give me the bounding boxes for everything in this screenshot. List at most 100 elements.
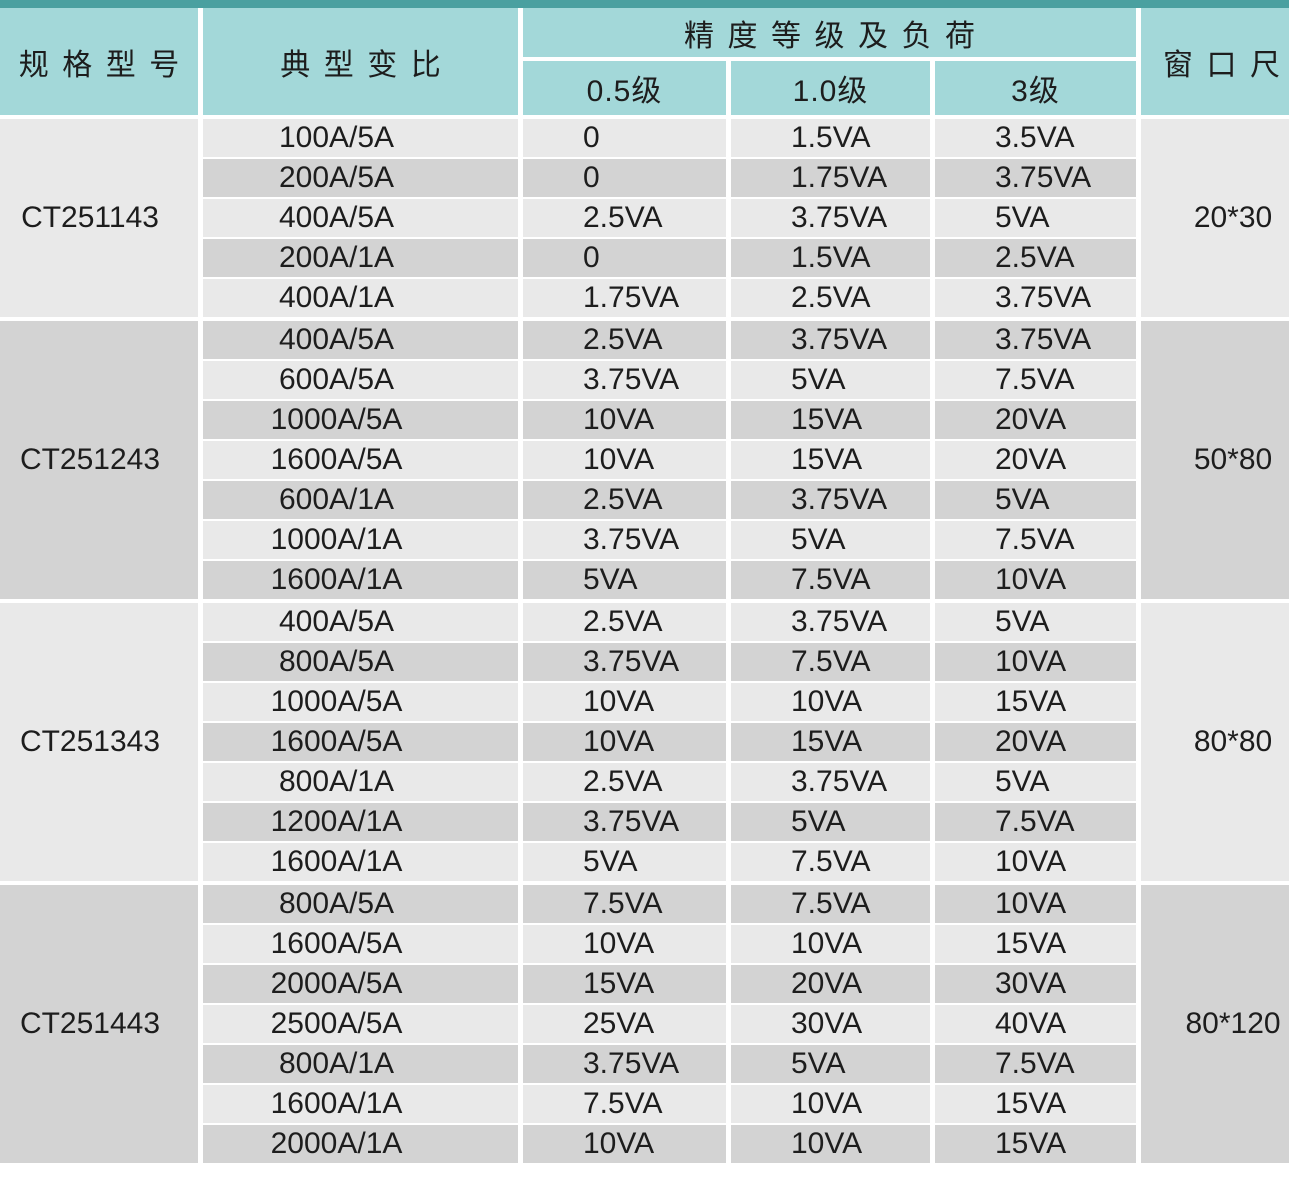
va-cell: 0 xyxy=(518,115,726,157)
window-cell: 20*30 xyxy=(1136,115,1289,317)
va-cell: 2.5VA xyxy=(518,479,726,519)
va-cell: 10VA xyxy=(930,881,1137,923)
va-cell: 5VA xyxy=(518,559,726,599)
va-cell: 15VA xyxy=(930,681,1137,721)
ratio-cell: 1600A/1A xyxy=(198,559,518,599)
ratio-cell: 400A/1A xyxy=(198,277,518,317)
va-cell: 15VA xyxy=(930,923,1137,963)
va-cell: 7.5VA xyxy=(726,881,930,923)
ratio-cell: 1000A/5A xyxy=(198,681,518,721)
va-cell: 20VA xyxy=(930,439,1137,479)
va-cell: 20VA xyxy=(726,963,930,1003)
va-cell: 7.5VA xyxy=(930,1043,1137,1083)
va-cell: 10VA xyxy=(518,923,726,963)
va-cell: 20VA xyxy=(930,399,1137,439)
ratio-cell: 1200A/1A xyxy=(198,801,518,841)
va-cell: 7.5VA xyxy=(930,801,1137,841)
va-cell: 5VA xyxy=(726,1043,930,1083)
va-cell: 3.5VA xyxy=(930,115,1137,157)
va-cell: 5VA xyxy=(930,599,1137,641)
va-cell: 3.75VA xyxy=(726,599,930,641)
window-cell: 80*120 xyxy=(1136,881,1289,1163)
va-cell: 30VA xyxy=(930,963,1137,1003)
top-accent-bar xyxy=(0,0,1289,8)
va-cell: 7.5VA xyxy=(726,841,930,881)
va-cell: 1.75VA xyxy=(726,157,930,197)
va-cell: 5VA xyxy=(726,519,930,559)
ratio-cell: 200A/1A xyxy=(198,237,518,277)
va-cell: 10VA xyxy=(930,641,1137,681)
va-cell: 3.75VA xyxy=(518,1043,726,1083)
va-cell: 15VA xyxy=(930,1083,1137,1123)
va-cell: 7.5VA xyxy=(726,559,930,599)
va-cell: 3.75VA xyxy=(518,801,726,841)
va-cell: 3.75VA xyxy=(930,317,1137,359)
va-cell: 7.5VA xyxy=(930,359,1137,399)
ratio-cell: 2500A/5A xyxy=(198,1003,518,1043)
ratio-cell: 800A/1A xyxy=(198,761,518,801)
va-cell: 5VA xyxy=(930,479,1137,519)
ct-spec-table: 规格型号 典型变比 精度等级及负荷 窗口尺 0.5级 1.0级 3级 CT251… xyxy=(0,8,1289,1163)
va-cell: 10VA xyxy=(726,681,930,721)
ratio-cell: 800A/5A xyxy=(198,881,518,923)
va-cell: 10VA xyxy=(930,559,1137,599)
va-cell: 15VA xyxy=(726,439,930,479)
va-cell: 2.5VA xyxy=(518,761,726,801)
va-cell: 10VA xyxy=(726,923,930,963)
va-cell: 15VA xyxy=(930,1123,1137,1163)
va-cell: 2.5VA xyxy=(518,599,726,641)
ratio-cell: 1000A/5A xyxy=(198,399,518,439)
va-cell: 0 xyxy=(518,157,726,197)
ratio-cell: 2000A/5A xyxy=(198,963,518,1003)
va-cell: 3.75VA xyxy=(726,761,930,801)
va-cell: 0 xyxy=(518,237,726,277)
model-cell: CT251443 xyxy=(0,881,198,1163)
header-accuracy-burden: 精度等级及负荷 xyxy=(518,8,1137,57)
ratio-cell: 1600A/5A xyxy=(198,923,518,963)
va-cell: 10VA xyxy=(518,1123,726,1163)
ratio-cell: 1600A/1A xyxy=(198,841,518,881)
va-cell: 30VA xyxy=(726,1003,930,1043)
va-cell: 20VA xyxy=(930,721,1137,761)
header-class-3: 3级 xyxy=(930,57,1137,115)
va-cell: 10VA xyxy=(518,721,726,761)
va-cell: 3.75VA xyxy=(726,479,930,519)
va-cell: 1.75VA xyxy=(518,277,726,317)
va-cell: 5VA xyxy=(930,197,1137,237)
va-cell: 3.75VA xyxy=(518,359,726,399)
va-cell: 15VA xyxy=(726,721,930,761)
ratio-cell: 400A/5A xyxy=(198,317,518,359)
model-cell: CT251143 xyxy=(0,115,198,317)
va-cell: 3.75VA xyxy=(518,641,726,681)
model-cell: CT251343 xyxy=(0,599,198,881)
ratio-cell: 600A/5A xyxy=(198,359,518,399)
ratio-cell: 200A/5A xyxy=(198,157,518,197)
header-spec-model: 规格型号 xyxy=(0,8,198,115)
va-cell: 3.75VA xyxy=(930,157,1137,197)
ratio-cell: 800A/5A xyxy=(198,641,518,681)
ratio-cell: 400A/5A xyxy=(198,599,518,641)
header-class-1-0: 1.0级 xyxy=(726,57,930,115)
header-class-0-5: 0.5级 xyxy=(518,57,726,115)
va-cell: 25VA xyxy=(518,1003,726,1043)
ratio-cell: 1600A/5A xyxy=(198,439,518,479)
header-typical-ratio: 典型变比 xyxy=(198,8,518,115)
header-window-size: 窗口尺 xyxy=(1136,8,1289,115)
va-cell: 10VA xyxy=(930,841,1137,881)
va-cell: 3.75VA xyxy=(930,277,1137,317)
ratio-cell: 2000A/1A xyxy=(198,1123,518,1163)
va-cell: 3.75VA xyxy=(726,197,930,237)
window-cell: 50*80 xyxy=(1136,317,1289,599)
va-cell: 7.5VA xyxy=(930,519,1137,559)
va-cell: 10VA xyxy=(518,399,726,439)
va-cell: 10VA xyxy=(726,1083,930,1123)
ratio-cell: 400A/5A xyxy=(198,197,518,237)
ratio-cell: 600A/1A xyxy=(198,479,518,519)
va-cell: 10VA xyxy=(726,1123,930,1163)
va-cell: 10VA xyxy=(518,439,726,479)
va-cell: 2.5VA xyxy=(518,317,726,359)
va-cell: 40VA xyxy=(930,1003,1137,1043)
ratio-cell: 1000A/1A xyxy=(198,519,518,559)
va-cell: 1.5VA xyxy=(726,237,930,277)
ratio-cell: 100A/5A xyxy=(198,115,518,157)
